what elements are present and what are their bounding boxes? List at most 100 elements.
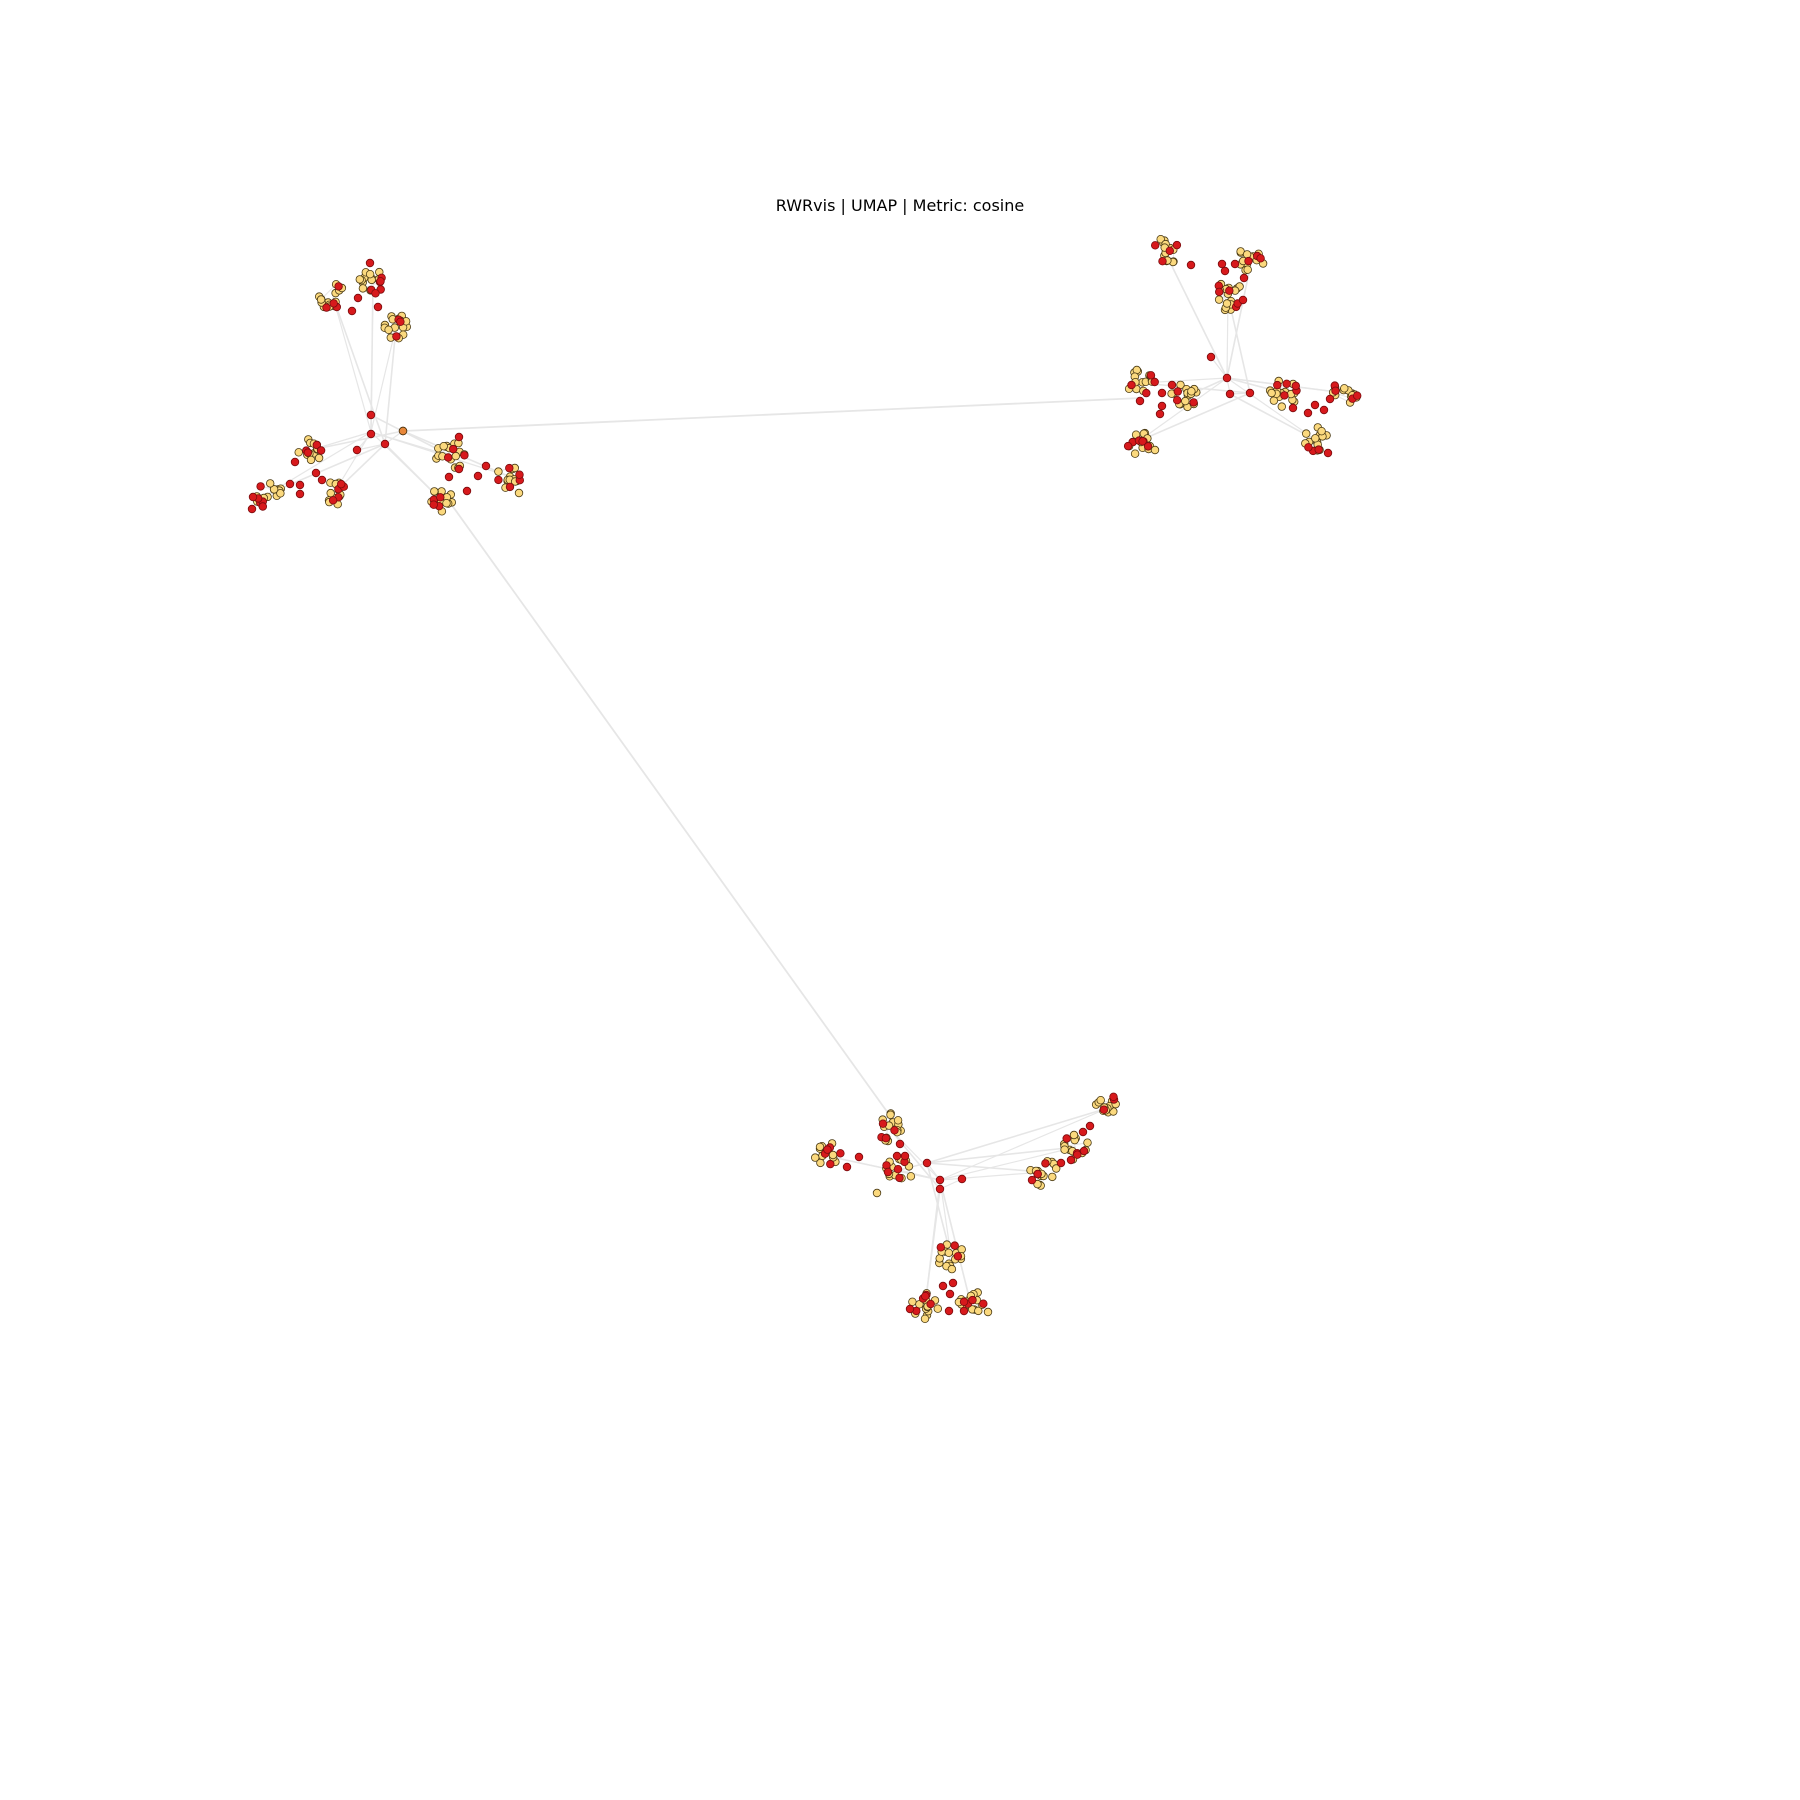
seed-node bbox=[1078, 1127, 1088, 1137]
seed-node bbox=[1167, 380, 1177, 390]
seed-node bbox=[900, 1151, 910, 1161]
neighbor-node bbox=[365, 270, 375, 279]
seed-node bbox=[1245, 388, 1255, 398]
seed-node bbox=[1150, 241, 1160, 250]
seed-node bbox=[248, 492, 258, 502]
seed-node bbox=[376, 277, 385, 286]
seed-node bbox=[1165, 246, 1174, 255]
seed-node bbox=[1225, 389, 1235, 399]
seed-node bbox=[1155, 409, 1165, 419]
neighbor-node bbox=[269, 485, 279, 494]
seed-node bbox=[957, 1174, 967, 1184]
neighbor-node bbox=[1340, 384, 1349, 393]
neighbor-node bbox=[886, 1110, 895, 1119]
seed-node bbox=[1066, 1155, 1076, 1165]
seed-node bbox=[892, 1151, 902, 1161]
hub-edge bbox=[370, 280, 374, 433]
seed-node bbox=[1303, 408, 1313, 418]
seed-node bbox=[1256, 254, 1265, 263]
neighbor-node bbox=[294, 448, 303, 457]
node-layer bbox=[247, 234, 1362, 1323]
seed-node bbox=[1282, 379, 1291, 388]
seed-node bbox=[826, 1159, 835, 1169]
seed-node bbox=[1331, 386, 1340, 395]
seed-node bbox=[337, 479, 346, 489]
seed-node bbox=[881, 1133, 891, 1143]
seed-node bbox=[938, 1281, 948, 1291]
neighbor-node bbox=[266, 479, 275, 488]
neighbor-node bbox=[1069, 1130, 1079, 1140]
seed-node bbox=[1150, 377, 1159, 387]
seed-node bbox=[392, 332, 401, 341]
neighbor-node bbox=[1267, 388, 1276, 398]
neighbor-node bbox=[908, 1297, 917, 1306]
seed-node bbox=[334, 282, 343, 291]
seed-node bbox=[895, 1173, 904, 1183]
neighbor-node bbox=[1222, 299, 1232, 308]
neighbor-node bbox=[1083, 1138, 1092, 1147]
seed-node bbox=[1220, 266, 1230, 276]
seed-node bbox=[1033, 1169, 1042, 1179]
seed-node bbox=[1027, 1175, 1037, 1185]
seed-node bbox=[303, 448, 313, 457]
seed-node bbox=[1123, 441, 1133, 451]
seed-node bbox=[1109, 1092, 1118, 1101]
seed-node bbox=[317, 475, 327, 485]
hub-edge bbox=[356, 443, 386, 451]
seed-node bbox=[1138, 437, 1147, 446]
seed-node bbox=[1135, 396, 1145, 406]
seed-node bbox=[1157, 401, 1167, 411]
seed-node bbox=[921, 1291, 930, 1301]
seed-node bbox=[258, 502, 267, 511]
neighbor-node bbox=[306, 455, 316, 465]
hub-edge bbox=[1229, 393, 1317, 441]
seed-node bbox=[959, 1297, 969, 1306]
seed-node bbox=[959, 1306, 969, 1316]
seed-node bbox=[1217, 259, 1227, 269]
seed-node bbox=[893, 1164, 903, 1174]
seed-node bbox=[836, 1149, 845, 1158]
hub-edge bbox=[1226, 377, 1317, 441]
neighbor-node bbox=[384, 325, 393, 334]
neighbor-node bbox=[314, 453, 324, 463]
seed-node bbox=[890, 1126, 899, 1135]
seed-node bbox=[449, 444, 458, 454]
seed-node bbox=[953, 1252, 963, 1261]
long-edge bbox=[440, 489, 889, 1114]
seed-node bbox=[968, 1295, 977, 1305]
seed-node bbox=[1056, 1158, 1066, 1168]
seed-node bbox=[1230, 259, 1240, 269]
neighbor-node bbox=[355, 275, 364, 284]
seed-node bbox=[1157, 388, 1167, 398]
seed-node bbox=[515, 470, 524, 479]
hub-edge bbox=[267, 431, 372, 495]
neighbor-node bbox=[893, 1116, 903, 1125]
neighbor-node bbox=[1214, 295, 1224, 304]
seed-node bbox=[481, 461, 491, 471]
hub-edge bbox=[926, 1146, 1077, 1164]
neighbor-node bbox=[872, 1188, 882, 1198]
seed-node bbox=[444, 453, 453, 462]
seed-node bbox=[328, 496, 338, 505]
hub-edge bbox=[1226, 257, 1253, 379]
seed-node bbox=[322, 303, 331, 312]
neighbor-node bbox=[439, 442, 448, 451]
seed-node bbox=[1310, 400, 1320, 410]
seed-node bbox=[948, 1278, 958, 1288]
neighbor-node bbox=[358, 284, 368, 293]
seed-node bbox=[444, 472, 454, 482]
neighbor-node bbox=[276, 489, 285, 498]
seed-node bbox=[285, 479, 295, 489]
hub-edge bbox=[1138, 392, 1251, 442]
neighbor-node bbox=[811, 1153, 820, 1162]
hub-edge bbox=[939, 1171, 1044, 1181]
seed-node bbox=[905, 1304, 915, 1314]
hub-edge bbox=[1138, 377, 1228, 442]
seed-node bbox=[380, 439, 390, 449]
seed-node bbox=[311, 468, 321, 478]
seed-node bbox=[347, 306, 357, 316]
figure-title: RWRvis | UMAP | Metric: cosine bbox=[775, 196, 1025, 215]
hub-edge bbox=[1210, 356, 1228, 379]
seed-node bbox=[1146, 371, 1156, 380]
seed-node bbox=[462, 486, 472, 496]
